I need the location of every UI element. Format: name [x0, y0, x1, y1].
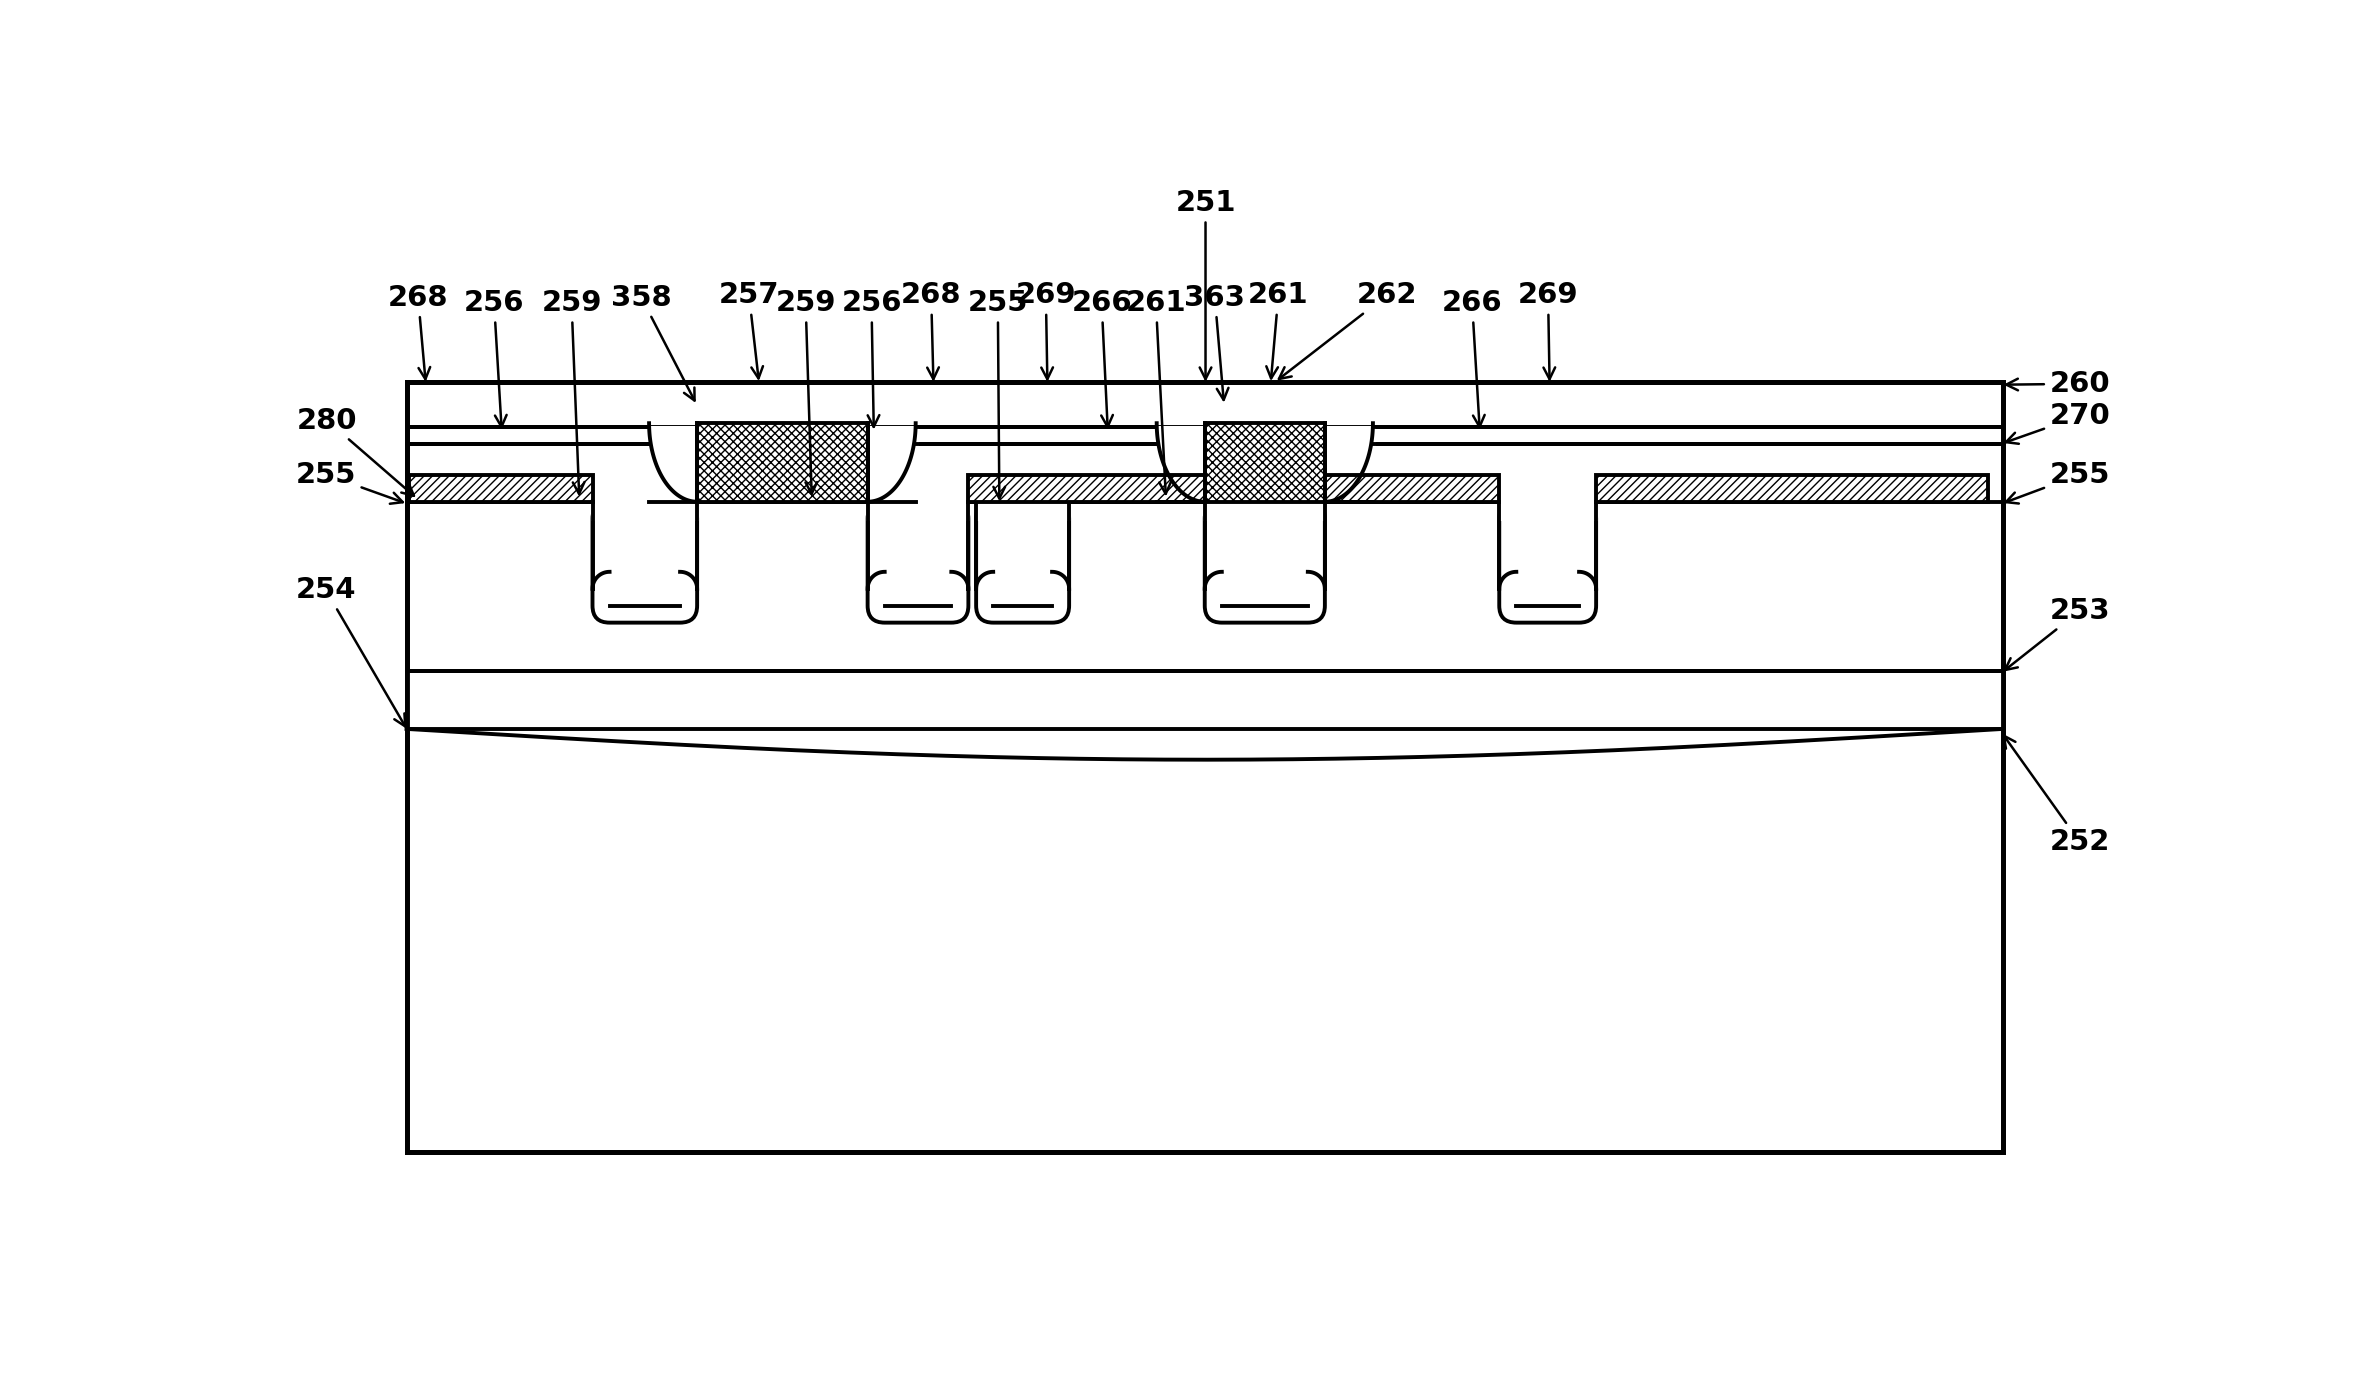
Text: 254: 254 — [296, 577, 405, 727]
Text: 262: 262 — [1280, 281, 1417, 379]
Text: 256: 256 — [842, 289, 901, 427]
Text: 268: 268 — [388, 284, 449, 379]
Bar — [591, 498, 699, 521]
Text: 260: 260 — [2007, 370, 2111, 398]
Bar — [1499, 502, 1595, 606]
Bar — [1595, 475, 1988, 502]
Bar — [696, 475, 868, 502]
Bar — [868, 502, 969, 606]
Bar — [976, 502, 1068, 606]
Text: 270: 270 — [2007, 402, 2111, 443]
Text: 251: 251 — [1174, 189, 1235, 379]
FancyBboxPatch shape — [976, 502, 1068, 623]
Bar — [969, 475, 1205, 502]
Text: 255: 255 — [967, 289, 1028, 499]
Text: 269: 269 — [1016, 281, 1075, 379]
Bar — [974, 498, 1071, 521]
Bar — [409, 475, 593, 502]
Bar — [1499, 498, 1598, 521]
Text: 358: 358 — [612, 284, 694, 400]
Bar — [1205, 423, 1325, 502]
Text: 268: 268 — [901, 281, 962, 379]
Text: 280: 280 — [296, 407, 414, 496]
Text: 255: 255 — [2005, 460, 2111, 503]
Bar — [593, 502, 696, 606]
Text: 261: 261 — [1125, 289, 1186, 493]
Text: 261: 261 — [1247, 281, 1308, 378]
Text: 255: 255 — [296, 460, 402, 503]
Text: 256: 256 — [464, 289, 525, 427]
Text: 259: 259 — [541, 289, 602, 493]
FancyBboxPatch shape — [868, 502, 969, 623]
Text: 259: 259 — [776, 289, 835, 493]
Text: 269: 269 — [1518, 281, 1579, 379]
Bar — [1205, 502, 1325, 606]
Bar — [696, 423, 868, 502]
FancyBboxPatch shape — [1499, 502, 1595, 623]
Text: 363: 363 — [1184, 284, 1245, 400]
Text: 266: 266 — [1071, 289, 1132, 427]
Bar — [1202, 498, 1327, 521]
Text: 257: 257 — [718, 281, 779, 378]
Bar — [407, 382, 2002, 1152]
Text: 253: 253 — [2005, 596, 2111, 670]
Text: 266: 266 — [1442, 289, 1504, 427]
Bar — [1325, 475, 1499, 502]
Bar — [649, 425, 918, 446]
Text: 252: 252 — [2005, 735, 2111, 856]
FancyBboxPatch shape — [1205, 502, 1325, 623]
FancyBboxPatch shape — [593, 502, 696, 623]
Bar — [1158, 425, 1377, 446]
Bar — [866, 498, 969, 521]
